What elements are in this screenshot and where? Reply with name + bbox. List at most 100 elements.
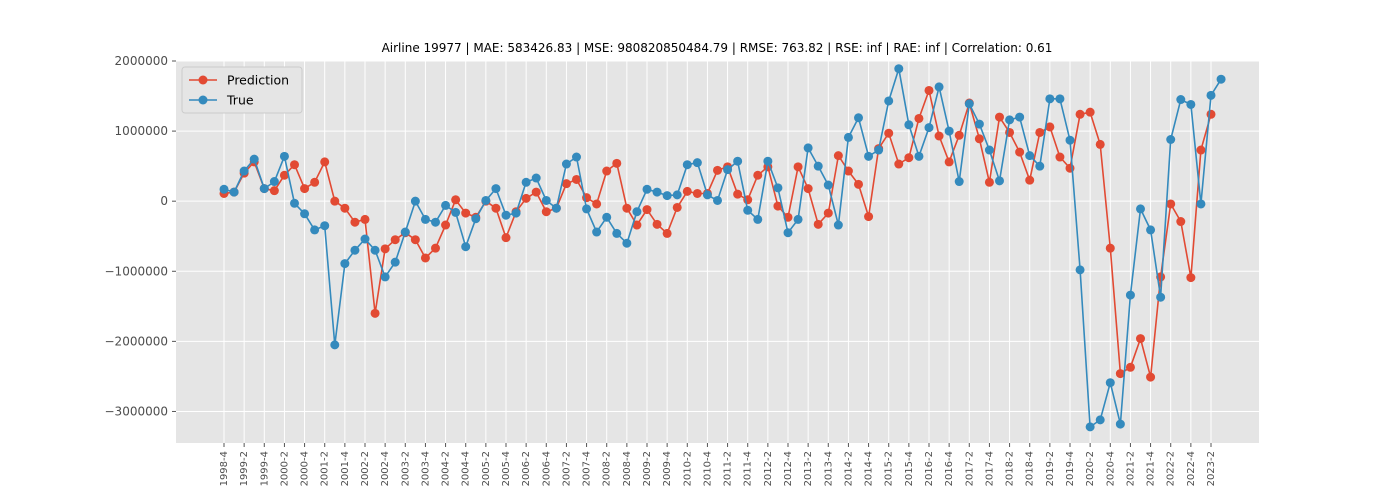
true-point (380, 272, 390, 282)
x-tick-label: 1999-4 (259, 451, 270, 486)
x-tick-label: 2023-2 (1206, 451, 1217, 486)
prediction-point (572, 174, 581, 184)
x-tick-label: 1999-2 (239, 451, 250, 486)
prediction-point (924, 85, 934, 95)
prediction-point (1125, 362, 1135, 372)
prediction-point (461, 208, 471, 218)
prediction-point (491, 203, 501, 213)
x-tick-label: 2011-4 (743, 451, 754, 486)
true-point (1156, 292, 1166, 302)
prediction-point (954, 130, 964, 140)
x-tick-label: 2009-4 (662, 451, 673, 486)
true-point (1045, 94, 1055, 104)
true-point (1055, 94, 1065, 104)
x-tick-label: 2016-4 (944, 451, 955, 486)
prediction-point (934, 131, 944, 141)
prediction-point (793, 162, 803, 172)
true-point (813, 161, 823, 171)
true-point (642, 184, 652, 194)
x-tick-label: 2002-2 (360, 451, 371, 486)
prediction-point (1085, 107, 1095, 117)
true-point (340, 259, 350, 269)
prediction-point (914, 113, 924, 123)
x-tick-label: 2022-4 (1186, 451, 1197, 486)
x-tick-label: 2011-2 (723, 451, 734, 486)
true-point (622, 238, 632, 248)
y-tick-label: −3000000 (105, 404, 169, 418)
x-tick-label: 2010-2 (682, 451, 693, 486)
y-tick-label: 0 (160, 194, 168, 208)
x-tick-label: 2019-4 (1065, 451, 1076, 486)
prediction-point (1105, 243, 1115, 253)
true-point (833, 220, 843, 230)
true-point (1095, 415, 1105, 425)
true-point (320, 221, 330, 231)
true-point (954, 177, 964, 187)
true-point (1015, 112, 1025, 122)
x-tick-label: 2003-2 (400, 451, 411, 486)
x-tick-label: 2006-4 (541, 451, 552, 486)
true-point (713, 195, 722, 205)
true-point (884, 96, 894, 106)
prediction-point (380, 244, 390, 254)
true-point (1125, 290, 1135, 300)
prediction-point (290, 160, 299, 170)
prediction-point (561, 179, 571, 189)
true-point (1176, 95, 1186, 105)
x-tick-label: 2020-2 (1085, 451, 1096, 486)
prediction-point (894, 159, 904, 169)
prediction-point (521, 193, 531, 203)
true-point (682, 160, 692, 170)
true-point (269, 177, 279, 187)
x-tick-label: 2017-4 (984, 451, 995, 486)
true-point (854, 113, 863, 123)
true-point (420, 214, 430, 224)
prediction-point (974, 134, 984, 144)
prediction-point (541, 207, 551, 217)
true-point (843, 132, 853, 142)
true-point (501, 210, 511, 220)
true-point (934, 82, 944, 92)
true-point (763, 156, 773, 166)
true-point (723, 165, 733, 175)
prediction-point (813, 219, 823, 229)
true-point (1075, 265, 1085, 275)
prediction-point (652, 219, 662, 229)
y-tick-label: 2000000 (115, 54, 168, 68)
true-point (1146, 225, 1156, 235)
x-tick-label: 2014-4 (864, 451, 875, 486)
true-point (551, 203, 561, 213)
prediction-point (420, 253, 430, 263)
chart-title: Airline 19977 | MAE: 583426.83 | MSE: 98… (382, 41, 1053, 55)
prediction-point (410, 235, 420, 245)
prediction-point (300, 184, 310, 194)
true-point (370, 245, 380, 255)
true-point (390, 257, 400, 267)
true-point (239, 166, 249, 176)
prediction-point (501, 233, 511, 243)
x-tick-label: 2000-4 (300, 451, 311, 486)
x-tick-label: 2008-2 (602, 451, 613, 486)
true-point (995, 176, 1004, 186)
x-tick-label: 2001-2 (320, 451, 331, 486)
true-point (662, 191, 672, 201)
true-point (511, 208, 521, 218)
x-tick-label: 2012-2 (763, 451, 774, 486)
x-tick-label: 2010-4 (702, 451, 713, 486)
true-point (1035, 161, 1045, 171)
prediction-point (833, 151, 843, 161)
true-point (914, 151, 924, 161)
legend-prediction-label: Prediction (227, 73, 289, 88)
prediction-point (1015, 147, 1025, 157)
prediction-point (1035, 127, 1045, 137)
prediction-point (1196, 145, 1206, 155)
true-point (702, 190, 712, 200)
true-point (541, 195, 551, 205)
y-tick-label: −1000000 (105, 264, 169, 278)
series-layer (219, 64, 1226, 432)
true-point (1065, 135, 1075, 145)
true-point (531, 173, 541, 183)
x-tick-label: 2005-2 (481, 451, 492, 486)
x-tick-label: 2017-2 (964, 451, 975, 486)
prediction-point (662, 228, 672, 238)
